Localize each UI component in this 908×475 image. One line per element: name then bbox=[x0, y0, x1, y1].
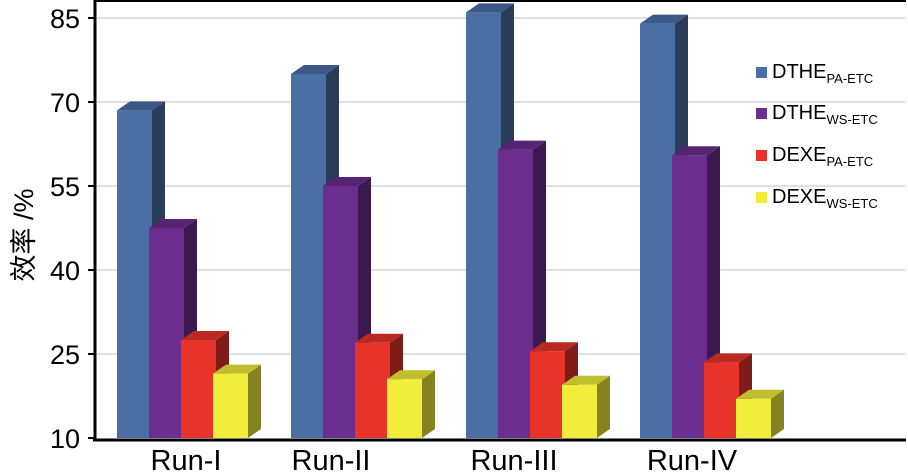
bar-front bbox=[323, 186, 358, 438]
bar-front bbox=[640, 23, 675, 438]
bar-top bbox=[291, 65, 339, 74]
bar-side bbox=[248, 364, 261, 438]
bar-top bbox=[387, 370, 435, 380]
legend-label-main: DEXE bbox=[772, 186, 826, 208]
bar-3-4 bbox=[562, 375, 610, 438]
legend-swatch bbox=[756, 192, 767, 203]
bar-top bbox=[213, 364, 261, 374]
legend-label-main: DEXE bbox=[772, 144, 826, 166]
bar-side bbox=[597, 375, 610, 438]
y-tick-label: 55 bbox=[50, 172, 80, 202]
legend-label-subscript: PA-ETC bbox=[826, 154, 873, 169]
y-axis-title: 效率 /% bbox=[9, 188, 39, 281]
x-tick-labels: Run-I Run-II Run-III Run-IV bbox=[151, 445, 738, 475]
bar-1-3 bbox=[181, 331, 229, 438]
bar-top bbox=[355, 333, 403, 343]
legend-label: DTHEWS-ETC bbox=[772, 102, 878, 127]
bar-top bbox=[181, 331, 229, 340]
bar-front bbox=[181, 340, 216, 438]
legend-label: DEXEPA-ETC bbox=[772, 144, 873, 169]
bar-top bbox=[498, 140, 546, 150]
bar-top bbox=[736, 389, 784, 399]
bar-front bbox=[672, 155, 707, 438]
y-tick-label: 40 bbox=[50, 256, 80, 286]
bar-top bbox=[466, 3, 514, 13]
bar-top bbox=[704, 353, 752, 363]
bar-4-4 bbox=[736, 389, 784, 438]
legend-label-main: DTHE bbox=[772, 102, 826, 124]
legend-item: DEXEPA-ETC bbox=[756, 144, 873, 169]
legend-item: DTHEWS-ETC bbox=[756, 102, 878, 127]
x-tick-label: Run-III bbox=[470, 445, 557, 475]
bar-front bbox=[387, 379, 422, 438]
legend-label-subscript: WS-ETC bbox=[826, 112, 877, 127]
bar-1-4 bbox=[213, 364, 261, 438]
bar-top bbox=[530, 342, 578, 352]
bar-top bbox=[640, 14, 688, 24]
y-tick-label: 25 bbox=[50, 340, 80, 370]
legend-item: DTHEPA-ETC bbox=[756, 61, 873, 86]
legend-label-subscript: WS-ETC bbox=[826, 196, 877, 211]
bar-top bbox=[562, 375, 610, 385]
bar-top bbox=[149, 219, 197, 228]
axes bbox=[93, 0, 906, 442]
bar-front bbox=[736, 398, 771, 438]
y-tick-labels: 10 25 40 55 70 85 bbox=[50, 4, 95, 454]
x-tick-label: Run-II bbox=[292, 445, 371, 475]
x-tick-label: Run-IV bbox=[647, 445, 738, 475]
bar-front bbox=[498, 149, 533, 438]
legend-item: DEXEWS-ETC bbox=[756, 186, 878, 211]
bar-side bbox=[771, 389, 784, 438]
bar-top bbox=[323, 177, 371, 186]
legend-swatch bbox=[756, 108, 767, 119]
bar-front bbox=[117, 110, 152, 439]
legend-swatch bbox=[756, 67, 767, 78]
legend-label: DEXEWS-ETC bbox=[772, 186, 878, 211]
y-tick-label: 85 bbox=[50, 4, 80, 34]
legend-label: DTHEPA-ETC bbox=[772, 61, 873, 86]
bar-front bbox=[704, 362, 739, 438]
bar-front bbox=[466, 12, 501, 439]
bars bbox=[117, 3, 784, 439]
bar-front bbox=[562, 384, 597, 438]
bar-top bbox=[117, 101, 165, 111]
x-tick-label: Run-I bbox=[151, 445, 222, 475]
legend-label-main: DTHE bbox=[772, 61, 826, 83]
y-tick-label: 70 bbox=[50, 88, 80, 118]
bar-front bbox=[355, 342, 390, 438]
bar-2-4 bbox=[387, 370, 435, 438]
bar-top bbox=[672, 146, 720, 156]
legend-swatch bbox=[756, 150, 767, 161]
bar-front bbox=[213, 373, 248, 438]
bar-front bbox=[291, 74, 326, 438]
bar-front bbox=[149, 228, 184, 438]
bar-front bbox=[530, 351, 565, 438]
legend-label-subscript: PA-ETC bbox=[826, 71, 873, 86]
bar-side bbox=[422, 370, 435, 438]
y-tick-label: 10 bbox=[50, 424, 80, 454]
